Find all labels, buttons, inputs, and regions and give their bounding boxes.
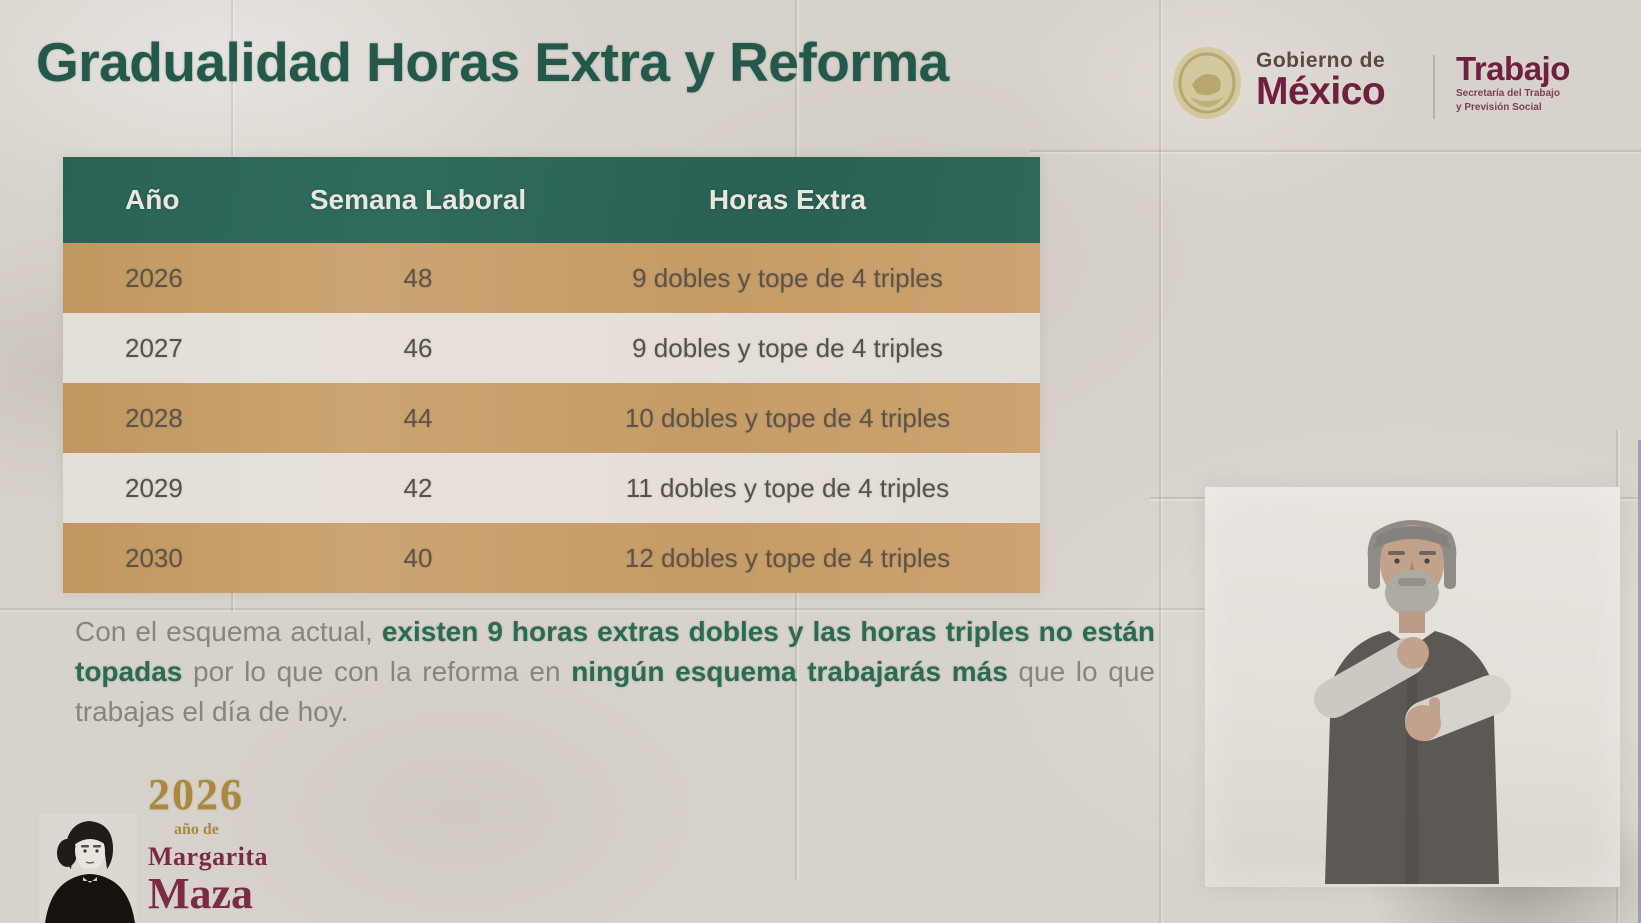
gobierno-de-label: Gobierno de	[1256, 49, 1386, 72]
cell-semana: 46	[403, 332, 433, 363]
cell-horas: 10 dobles y tope de 4 triples	[624, 402, 951, 433]
reform-note: Con el esquema actual, existen 9 horas e…	[75, 612, 1155, 732]
header-semana-laboral: Semana Laboral	[309, 184, 527, 215]
page-title: Gradualidad Horas Extra y Reforma	[36, 31, 949, 93]
sign-language-interpreter-box	[1205, 487, 1620, 887]
header-horas-extra: Horas Extra	[708, 184, 867, 215]
note-segment: por lo que con la reforma en	[182, 656, 572, 687]
note-segment-bold: ningún esquema trabajarás más	[571, 656, 1008, 687]
paper-crease	[0, 608, 1205, 610]
cell-semana: 44	[403, 402, 433, 433]
table-row-2030: 2030 40 12 dobles y tope de 4 triples	[63, 523, 1040, 593]
table-row-2027: 2027 46 9 dobles y tope de 4 triples	[63, 313, 1040, 383]
table-header-row: Año Semana Laboral Horas Extra	[63, 157, 1040, 243]
margarita-maza-portrait-icon	[37, 811, 139, 923]
cell-ano: 2030	[125, 542, 183, 573]
badge-year: 2026	[148, 770, 244, 819]
gradualidad-table: Año Semana Laboral Horas Extra 2026 48 9…	[63, 157, 1040, 593]
cell-semana: 42	[403, 472, 433, 503]
cell-horas: 12 dobles y tope de 4 triples	[624, 542, 951, 573]
trabajo-subtitle-line2: y Previsión Social	[1456, 102, 1542, 113]
note-segment-bold: existen 9 horas extras dobles y las hora…	[75, 616, 1155, 687]
trabajo-subtitle-line1: Secretaría del Trabajo	[1456, 88, 1560, 99]
cell-ano: 2027	[125, 332, 183, 363]
paper-crease	[1159, 0, 1161, 923]
trabajo-label: Trabajo	[1456, 50, 1570, 87]
table-row-2028: 2028 44 10 dobles y tope de 4 triples	[63, 383, 1040, 453]
cell-semana: 40	[403, 542, 433, 573]
badge-maza: Maza	[148, 869, 254, 918]
badge-margarita: Margarita	[148, 842, 269, 871]
note-segment: Con el esquema actual,	[75, 616, 382, 647]
mexico-label: México	[1256, 70, 1386, 113]
note-segment: que lo que trabajas el día de hoy.	[75, 656, 1155, 727]
gobierno-de-mexico-logo: Gobierno de México	[1256, 49, 1386, 113]
sign-language-interpreter-icon	[1314, 520, 1511, 884]
table-row-2029: 2029 42 11 dobles y tope de 4 triples	[63, 453, 1040, 523]
cell-ano: 2026	[125, 262, 183, 293]
year-badge: 2026 año de Margarita Maza	[148, 773, 268, 916]
screen-edge-strip	[1638, 440, 1641, 923]
paper-crease	[1030, 150, 1641, 152]
table-row-2026: 2026 48 9 dobles y tope de 4 triples	[63, 243, 1040, 313]
header-ano: Año	[125, 184, 180, 215]
logo-divider	[1433, 55, 1435, 119]
cell-horas: 9 dobles y tope de 4 triples	[632, 332, 943, 363]
cell-ano: 2029	[125, 472, 183, 503]
mexico-eagle-seal-icon	[1170, 45, 1244, 121]
badge-ano-de: año de	[174, 821, 219, 838]
secretaria-trabajo-logo: Trabajo Secretaría del Trabajo y Previsi…	[1456, 52, 1570, 113]
cell-ano: 2028	[125, 402, 183, 433]
cell-horas: 11 dobles y tope de 4 triples	[625, 472, 950, 503]
cell-semana: 48	[403, 262, 433, 293]
cell-horas: 9 dobles y tope de 4 triples	[632, 262, 943, 293]
